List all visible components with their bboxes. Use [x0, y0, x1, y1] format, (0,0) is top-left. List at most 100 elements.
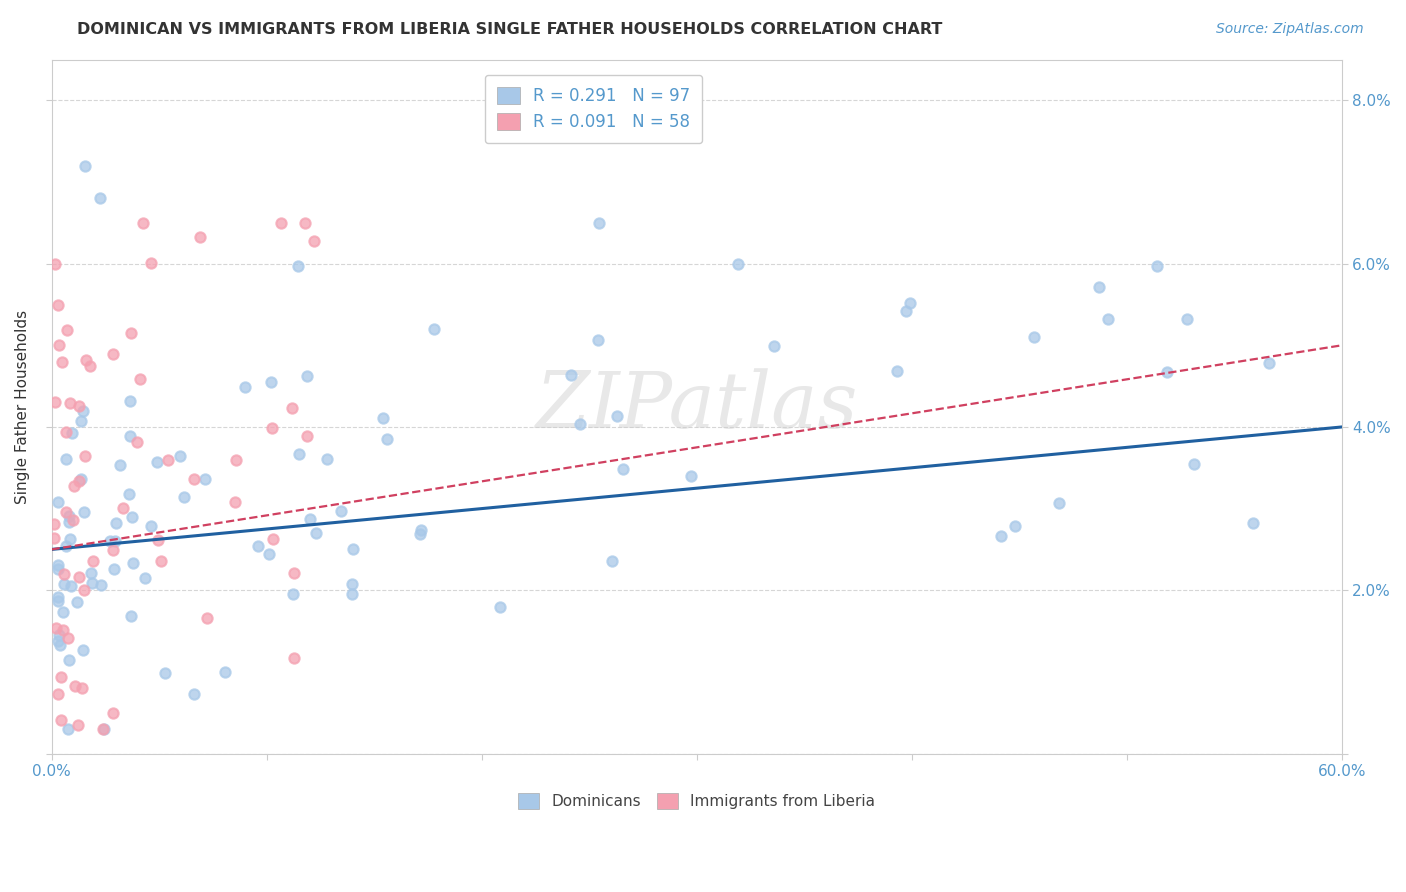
Point [56, 631, 79, 645]
Point [42, 517, 65, 532]
Point [52, 623, 75, 637]
Point [60, 426, 83, 441]
Point [45, 621, 67, 635]
Point [188, 230, 211, 244]
Point [560, 368, 582, 382]
Point [49, 639, 72, 653]
Point [104, 534, 127, 549]
Point [91, 722, 114, 736]
Point [194, 472, 217, 486]
Point [1097, 312, 1119, 326]
Point [612, 462, 634, 476]
Point [72, 643, 94, 657]
Point [93, 722, 115, 736]
Point [59, 578, 82, 592]
Point [72, 403, 94, 417]
Point [63, 679, 86, 693]
Point [120, 326, 142, 340]
Point [281, 587, 304, 601]
Point [125, 435, 148, 450]
Point [79, 359, 101, 373]
Point [299, 512, 322, 526]
Point [51, 670, 73, 684]
Point [121, 510, 143, 524]
Point [55, 539, 77, 553]
Point [73, 450, 96, 464]
Point [246, 539, 269, 553]
Point [73, 505, 96, 519]
Point [281, 401, 304, 415]
Point [183, 472, 205, 486]
Point [304, 234, 326, 248]
Point [287, 260, 309, 274]
Point [46, 297, 69, 311]
Point [67, 474, 90, 488]
Point [1004, 519, 1026, 533]
Point [886, 364, 908, 378]
Point [89, 191, 111, 205]
Point [150, 553, 173, 567]
Point [1258, 356, 1281, 370]
Point [257, 547, 280, 561]
Point [67, 570, 90, 584]
Point [118, 487, 141, 501]
Point [46, 590, 69, 604]
Point [1156, 365, 1178, 379]
Point [1177, 312, 1199, 326]
Point [62, 513, 84, 527]
Point [82, 553, 104, 567]
Point [104, 516, 127, 531]
Point [55, 451, 77, 466]
Point [260, 376, 283, 390]
Point [1087, 280, 1109, 294]
Point [101, 347, 124, 361]
Point [990, 529, 1012, 543]
Point [46, 634, 69, 648]
Point [58, 652, 80, 666]
Point [48, 338, 70, 352]
Text: Source: ZipAtlas.com: Source: ZipAtlas.com [1216, 22, 1364, 37]
Point [66, 595, 89, 609]
Point [600, 554, 623, 568]
Point [146, 455, 169, 469]
Point [112, 501, 135, 516]
Point [58, 515, 80, 529]
Point [898, 295, 921, 310]
Point [70, 472, 93, 486]
Point [80, 566, 103, 580]
Point [134, 571, 156, 585]
Point [52, 566, 75, 581]
Point [896, 304, 918, 318]
Point [52, 606, 75, 620]
Point [270, 216, 292, 230]
Point [1022, 330, 1045, 344]
Point [58, 509, 80, 524]
Point [422, 322, 444, 336]
Point [49, 714, 72, 728]
Point [340, 576, 363, 591]
Point [342, 542, 364, 557]
Point [263, 532, 285, 546]
Point [131, 216, 153, 230]
Point [44, 395, 66, 409]
Point [606, 409, 628, 424]
Point [44, 257, 66, 271]
Point [63, 478, 86, 492]
Point [409, 523, 432, 537]
Point [489, 599, 512, 614]
Point [225, 452, 247, 467]
Point [72, 681, 94, 695]
Point [1182, 457, 1205, 471]
Point [51, 354, 73, 368]
Point [55, 505, 77, 519]
Point [183, 687, 205, 701]
Point [58, 396, 80, 410]
Point [233, 380, 256, 394]
Point [330, 504, 353, 518]
Point [139, 256, 162, 270]
Point [377, 432, 399, 446]
Point [1047, 496, 1070, 510]
Legend: Dominicans, Immigrants from Liberia: Dominicans, Immigrants from Liberia [512, 787, 882, 815]
Point [101, 542, 124, 557]
Point [762, 339, 785, 353]
